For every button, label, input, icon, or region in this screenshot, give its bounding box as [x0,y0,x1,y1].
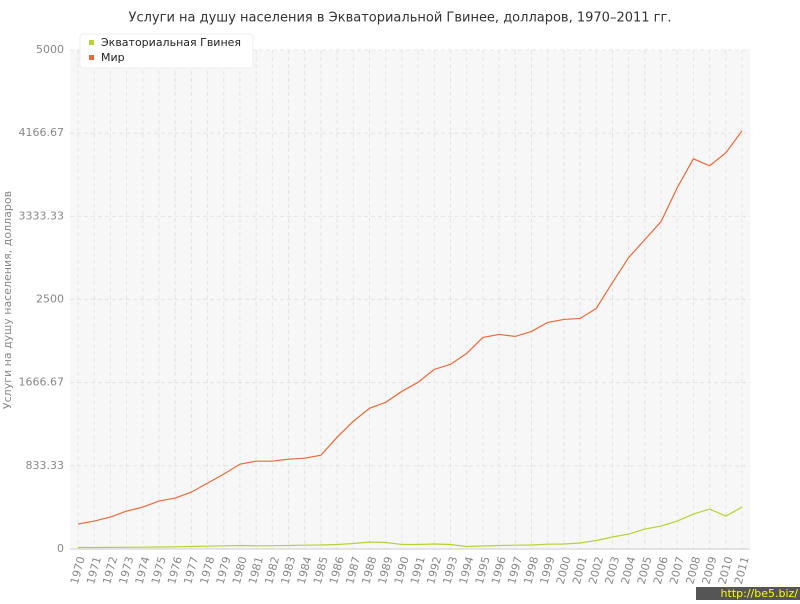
watermark: http://be5.biz/ [721,587,799,600]
line-series [77,130,743,525]
legend-box [79,33,254,69]
y-tick-label: 5000 [36,43,64,56]
legend-label: Экваториальная Гвинея [101,36,241,49]
y-tick-label: 3333.33 [19,209,65,222]
y-tick-label: 4166.67 [19,126,65,139]
y-axis-label: Услуги на душу населения, долларов [1,191,14,409]
y-tick-label: 0 [57,542,64,555]
y-tick-label: 833.33 [26,459,65,472]
legend-label: Мир [101,51,125,64]
y-tick-label: 1666.67 [19,376,65,389]
line-series [78,506,743,549]
watermark-bg [696,587,800,600]
y-tick-label: 2500 [36,293,64,306]
chart-title: Услуги на душу населения в Экваториально… [129,11,672,26]
legend-swatch [89,55,94,60]
legend-swatch [89,40,94,45]
